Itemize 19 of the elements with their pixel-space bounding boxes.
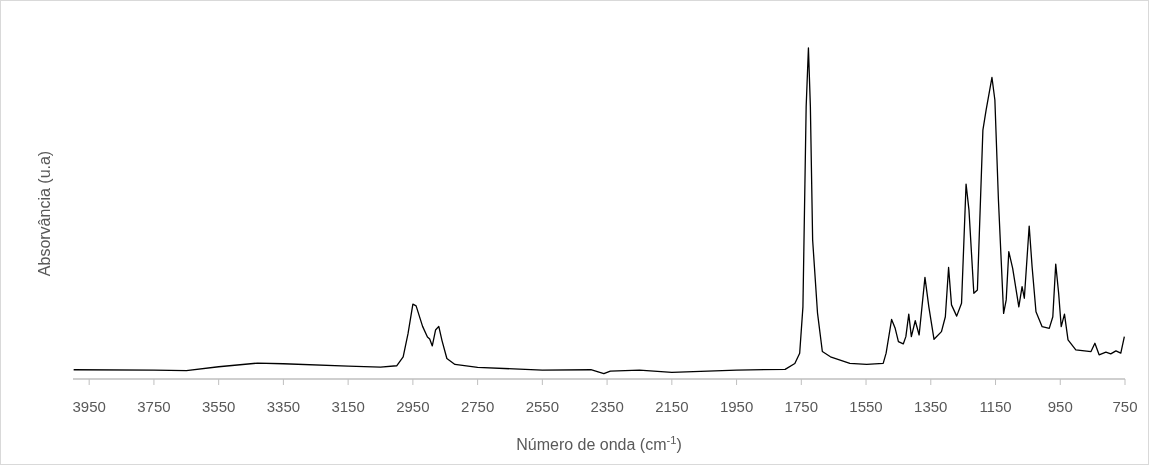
x-tick-label: 2950 bbox=[396, 398, 430, 415]
x-tick-label: 1350 bbox=[914, 398, 948, 415]
x-tick-label: 3750 bbox=[137, 398, 171, 415]
x-axis-title: Número de onda (cm$^{-1}$) bbox=[516, 434, 682, 453]
x-tick-label: 2150 bbox=[655, 398, 689, 415]
y-axis-title: Absorvância (u.a) bbox=[36, 150, 53, 277]
x-tick-label: 2550 bbox=[525, 398, 560, 415]
x-tick-label: 1750 bbox=[784, 398, 818, 415]
x-tick-label: 1150 bbox=[979, 398, 1012, 415]
x-tick-label: 3550 bbox=[201, 398, 236, 415]
x-tick-label: 3150 bbox=[331, 398, 365, 415]
x-tick-label: 2350 bbox=[590, 398, 624, 415]
x-tick-label: 1950 bbox=[719, 398, 754, 415]
x-tick-label: 3350 bbox=[266, 398, 301, 415]
x-tick-label: 950 bbox=[1047, 398, 1073, 415]
x-tick-label: 2750 bbox=[460, 398, 495, 415]
x-tick-label: 1550 bbox=[849, 398, 883, 415]
x-tick-label: 3950 bbox=[72, 398, 106, 415]
x-tick-label: 750 bbox=[1112, 398, 1138, 415]
